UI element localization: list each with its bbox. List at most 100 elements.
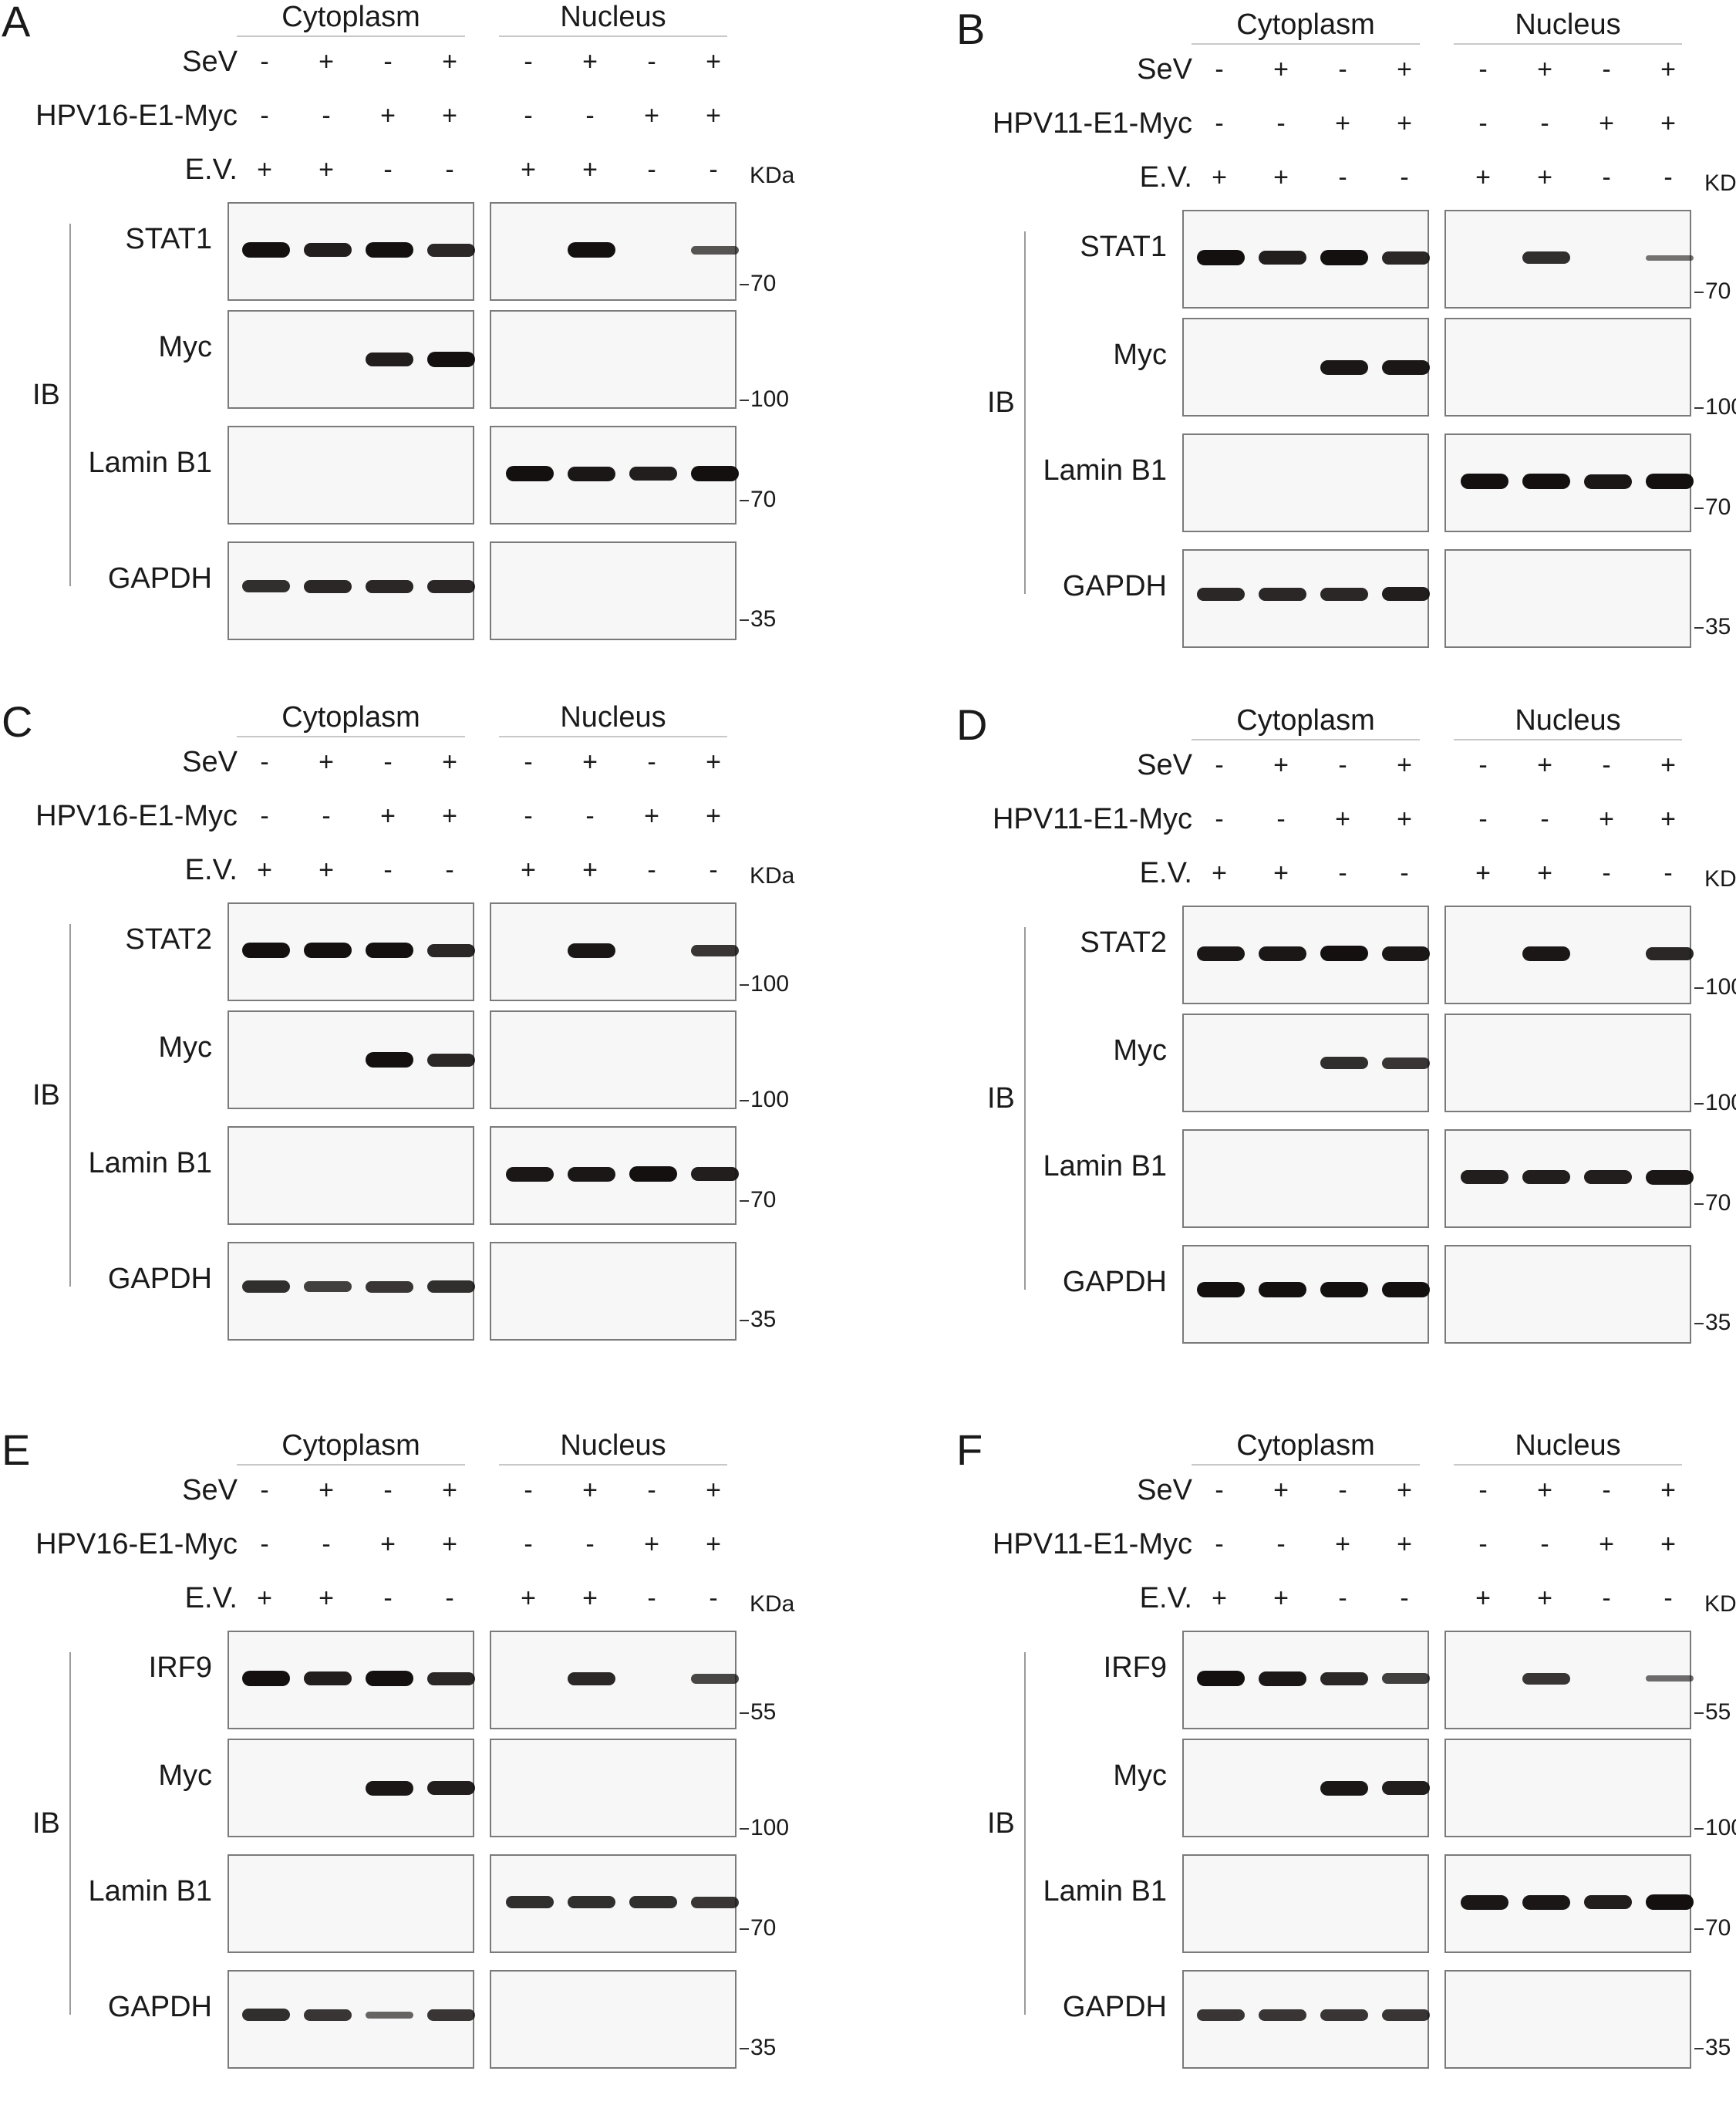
treatment-sign: - [1276,109,1286,138]
cytoplasm-blot [228,1739,475,1837]
protein-band [427,1053,475,1067]
cytoplasm-blot [1182,906,1430,1004]
protein-band [1382,251,1430,265]
treatment-label: SeV [182,46,238,78]
treatment-sign: - [647,855,656,885]
treatment-sign: + [644,101,659,130]
treatment-sign: + [706,1476,721,1505]
treatment-sign: + [1397,805,1412,834]
cytoplasm-blot [228,202,475,301]
treatment-sign: + [706,1530,721,1559]
protein-band [1320,1671,1368,1685]
marker-kda: 70 [739,1187,777,1213]
protein-band [506,466,554,481]
fraction-header: Nucleus [560,1,666,33]
marker-kda: 100 [739,971,790,997]
treatment-sign: - [1664,163,1673,192]
protein-band [568,242,615,258]
cytoplasm-blot [228,310,475,409]
protein-band [1197,250,1245,265]
treatment-sign: - [322,1530,331,1559]
nucleus-blot [1444,1854,1694,1953]
treatment-sign: + [1475,858,1491,888]
nucleus-blot [490,1854,739,1953]
protein-label: GAPDH [1062,1266,1167,1298]
protein-band [242,580,290,592]
treatment-sign: + [1537,55,1552,84]
treatment-sign: - [322,101,331,130]
treatment-sign: + [1212,163,1227,192]
protein-label: GAPDH [1062,570,1167,602]
treatment-sign: - [383,47,393,76]
treatment-sign: + [1537,1476,1552,1505]
protein-band [1584,1895,1632,1909]
treatment-sign: + [1397,55,1412,84]
cytoplasm-blot [1182,1631,1430,1729]
panel-letter: A [2,0,31,46]
treatment-sign: + [1660,805,1676,834]
protein-band [366,352,413,366]
marker-kda: 70 [1694,1190,1731,1216]
treatment-sign: - [1276,805,1286,834]
fraction-divider [1454,739,1682,740]
nucleus-blot [490,902,739,1001]
treatment-sign: + [442,47,457,76]
treatment-sign: + [1397,1476,1412,1505]
protein-band [304,1671,352,1685]
treatment-sign: - [1338,1584,1347,1613]
ib-bracket-line [69,924,71,1287]
treatment-sign: - [260,101,269,130]
treatment-sign: - [524,801,533,831]
fraction-header: Cytoplasm [1236,704,1375,737]
fraction-header: Nucleus [1515,704,1621,737]
treatment-sign: + [319,1476,334,1505]
fraction-divider [237,35,465,37]
nucleus-blot [1444,1631,1694,1729]
fraction-header: Cytoplasm [281,701,420,734]
treatment-sign: + [582,1584,598,1613]
treatment-sign: + [1335,109,1350,138]
marker-kda: 35 [739,606,777,632]
protein-band [1461,1894,1508,1910]
marker-kda: 70 [739,271,777,296]
treatment-sign: + [1599,805,1614,834]
ib-bracket-line [69,1652,71,2015]
cytoplasm-blot [1182,1970,1430,2069]
kda-label: KDa [1704,170,1736,196]
treatment-sign: + [380,101,396,130]
treatment-sign: - [1540,109,1549,138]
protein-band [1461,474,1508,489]
figure: A Cytoplasm Nucleus SeV - + - + - + - + HPV16-E1-Myc… [2,0,1736,2069]
cytoplasm-blot [228,426,474,525]
protein-band [1646,946,1694,960]
treatment-sign: - [1400,1584,1409,1613]
treatment-sign: - [709,1584,718,1613]
treatment-label: HPV16-E1-Myc [35,800,238,832]
fraction-divider [499,736,727,737]
protein-band [427,943,475,957]
ib-bracket-line [1024,1652,1026,2015]
protein-band [1259,946,1306,961]
cytoplasm-blot [228,902,475,1001]
treatment-sign: - [383,1584,393,1613]
treatment-sign: + [521,155,536,184]
marker-kda: 100 [739,1815,790,1840]
protein-band [629,467,677,481]
ib-bracket-line [69,224,71,586]
protein-band [242,242,290,258]
nucleus-blot [490,1010,737,1109]
protein-band [691,466,739,481]
protein-label: STAT1 [1080,231,1167,263]
protein-band [1646,474,1694,489]
treatment-sign: - [260,47,269,76]
protein-band [1197,1671,1245,1686]
nucleus-blot [1444,906,1694,1004]
ib-bracket-line [1024,927,1026,1290]
treatment-sign: - [1215,1476,1224,1505]
marker-kda: 35 [739,1307,777,1332]
fraction-divider [499,35,727,37]
protein-label: STAT2 [1080,926,1167,959]
protein-band [629,1896,677,1908]
fraction-header: Nucleus [1515,1429,1621,1462]
marker-kda: 35 [739,2035,777,2060]
